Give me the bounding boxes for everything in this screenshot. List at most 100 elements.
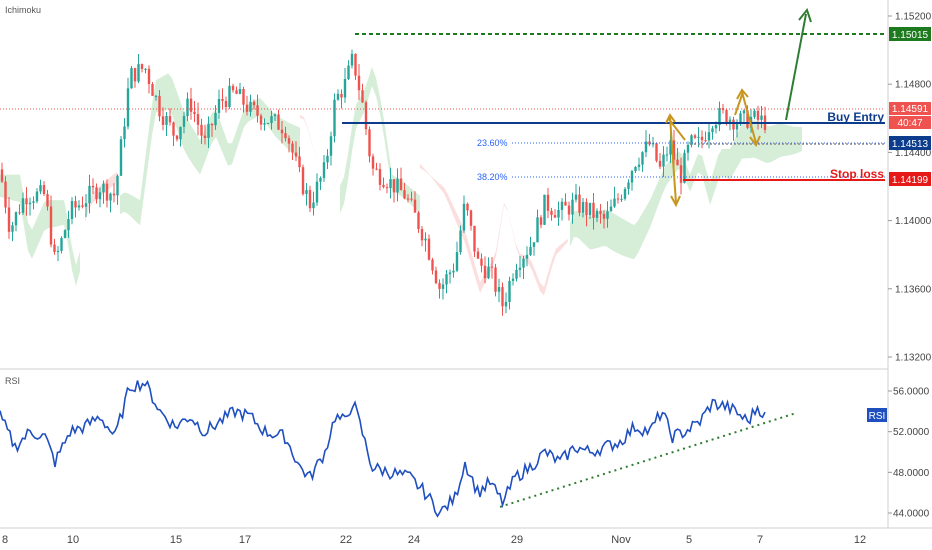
candle [242, 89, 245, 105]
candle [221, 98, 224, 101]
candle [214, 112, 217, 126]
candle [326, 155, 329, 163]
candle [329, 136, 333, 156]
candle [137, 64, 140, 82]
candle [102, 183, 105, 193]
candle [263, 123, 266, 125]
price-tick-label: 1.13200 [895, 353, 932, 364]
time-tick-label: 5 [686, 534, 692, 546]
countdown-tag [889, 116, 931, 129]
candle [578, 194, 581, 213]
candle [718, 108, 721, 126]
candle [165, 115, 168, 125]
candle [109, 193, 112, 201]
candle [644, 141, 648, 153]
candle [735, 124, 739, 130]
candle [522, 258, 525, 268]
candle [637, 164, 641, 167]
candle [539, 217, 543, 225]
candle [711, 128, 714, 133]
candle [168, 115, 172, 123]
candle [490, 266, 494, 268]
candle [469, 210, 473, 226]
candle [427, 238, 431, 260]
candle [532, 242, 536, 247]
candle [53, 244, 56, 252]
candle [249, 101, 252, 112]
candle [585, 202, 588, 216]
candle [175, 135, 179, 140]
candle [154, 95, 158, 97]
candle [627, 182, 630, 189]
candle [620, 198, 623, 200]
candle [123, 126, 126, 140]
candle [595, 210, 599, 218]
time-tick-label: 12 [854, 534, 866, 546]
candle [266, 123, 270, 125]
candle [480, 258, 483, 266]
candle [294, 152, 298, 157]
candle [284, 133, 287, 139]
candle [641, 152, 644, 165]
candle [574, 194, 578, 200]
candle [32, 201, 35, 203]
candle [536, 217, 539, 243]
candle [49, 206, 53, 245]
double-arrow-icon [665, 88, 761, 208]
candle [256, 105, 259, 116]
time-tick-label: 15 [170, 534, 182, 546]
annotations: 23.60% 38.20% Buy Entry Stop loss [0, 7, 885, 208]
candle [46, 194, 49, 207]
candle [270, 116, 273, 124]
candle [354, 53, 357, 76]
candle [67, 218, 70, 231]
time-tick-label: 24 [408, 534, 420, 546]
ichimoku-label: Ichimoku [5, 5, 41, 15]
price-tick-label: 1.14800 [895, 80, 932, 91]
candle [756, 110, 760, 120]
candle [350, 53, 354, 66]
target-arrowhead-icon [798, 7, 812, 23]
rsi-tick-label: 52.0000 [893, 427, 930, 438]
rsi-pane [0, 379, 796, 518]
candle [28, 202, 32, 205]
candle [91, 185, 95, 188]
candle [441, 284, 445, 289]
candle [613, 198, 616, 207]
candle [686, 144, 690, 153]
candle [424, 238, 427, 241]
candle [147, 68, 151, 85]
candle [200, 124, 203, 136]
candle [0, 169, 4, 182]
rsi-line [0, 379, 766, 518]
candle [592, 202, 595, 218]
candle [144, 68, 147, 70]
candle [196, 114, 200, 125]
candle [389, 179, 392, 189]
candle [88, 185, 91, 204]
candle [606, 211, 609, 219]
time-tick-label: 7 [757, 534, 763, 546]
candle [476, 251, 480, 259]
target-tag-label: 1.15015 [892, 30, 929, 41]
candle [11, 225, 14, 232]
bullish-cloud [340, 66, 420, 215]
candle [525, 254, 529, 259]
candle [126, 88, 130, 127]
candle [252, 101, 256, 106]
candle [39, 185, 42, 192]
candle [105, 183, 109, 201]
candle [557, 209, 560, 218]
current-price-tag-label: 1.14591 [892, 104, 929, 115]
candle [375, 168, 378, 170]
candle [333, 99, 336, 137]
candle [25, 198, 28, 205]
entry-tag-label: 1.14513 [892, 139, 929, 150]
stop-tag [889, 172, 931, 186]
candle [707, 132, 711, 141]
candle [651, 143, 655, 145]
price-tick-label: 1.14000 [895, 216, 932, 227]
rsi-tick-label: 56.0000 [893, 387, 930, 398]
candle [161, 116, 165, 125]
candle [672, 140, 676, 160]
